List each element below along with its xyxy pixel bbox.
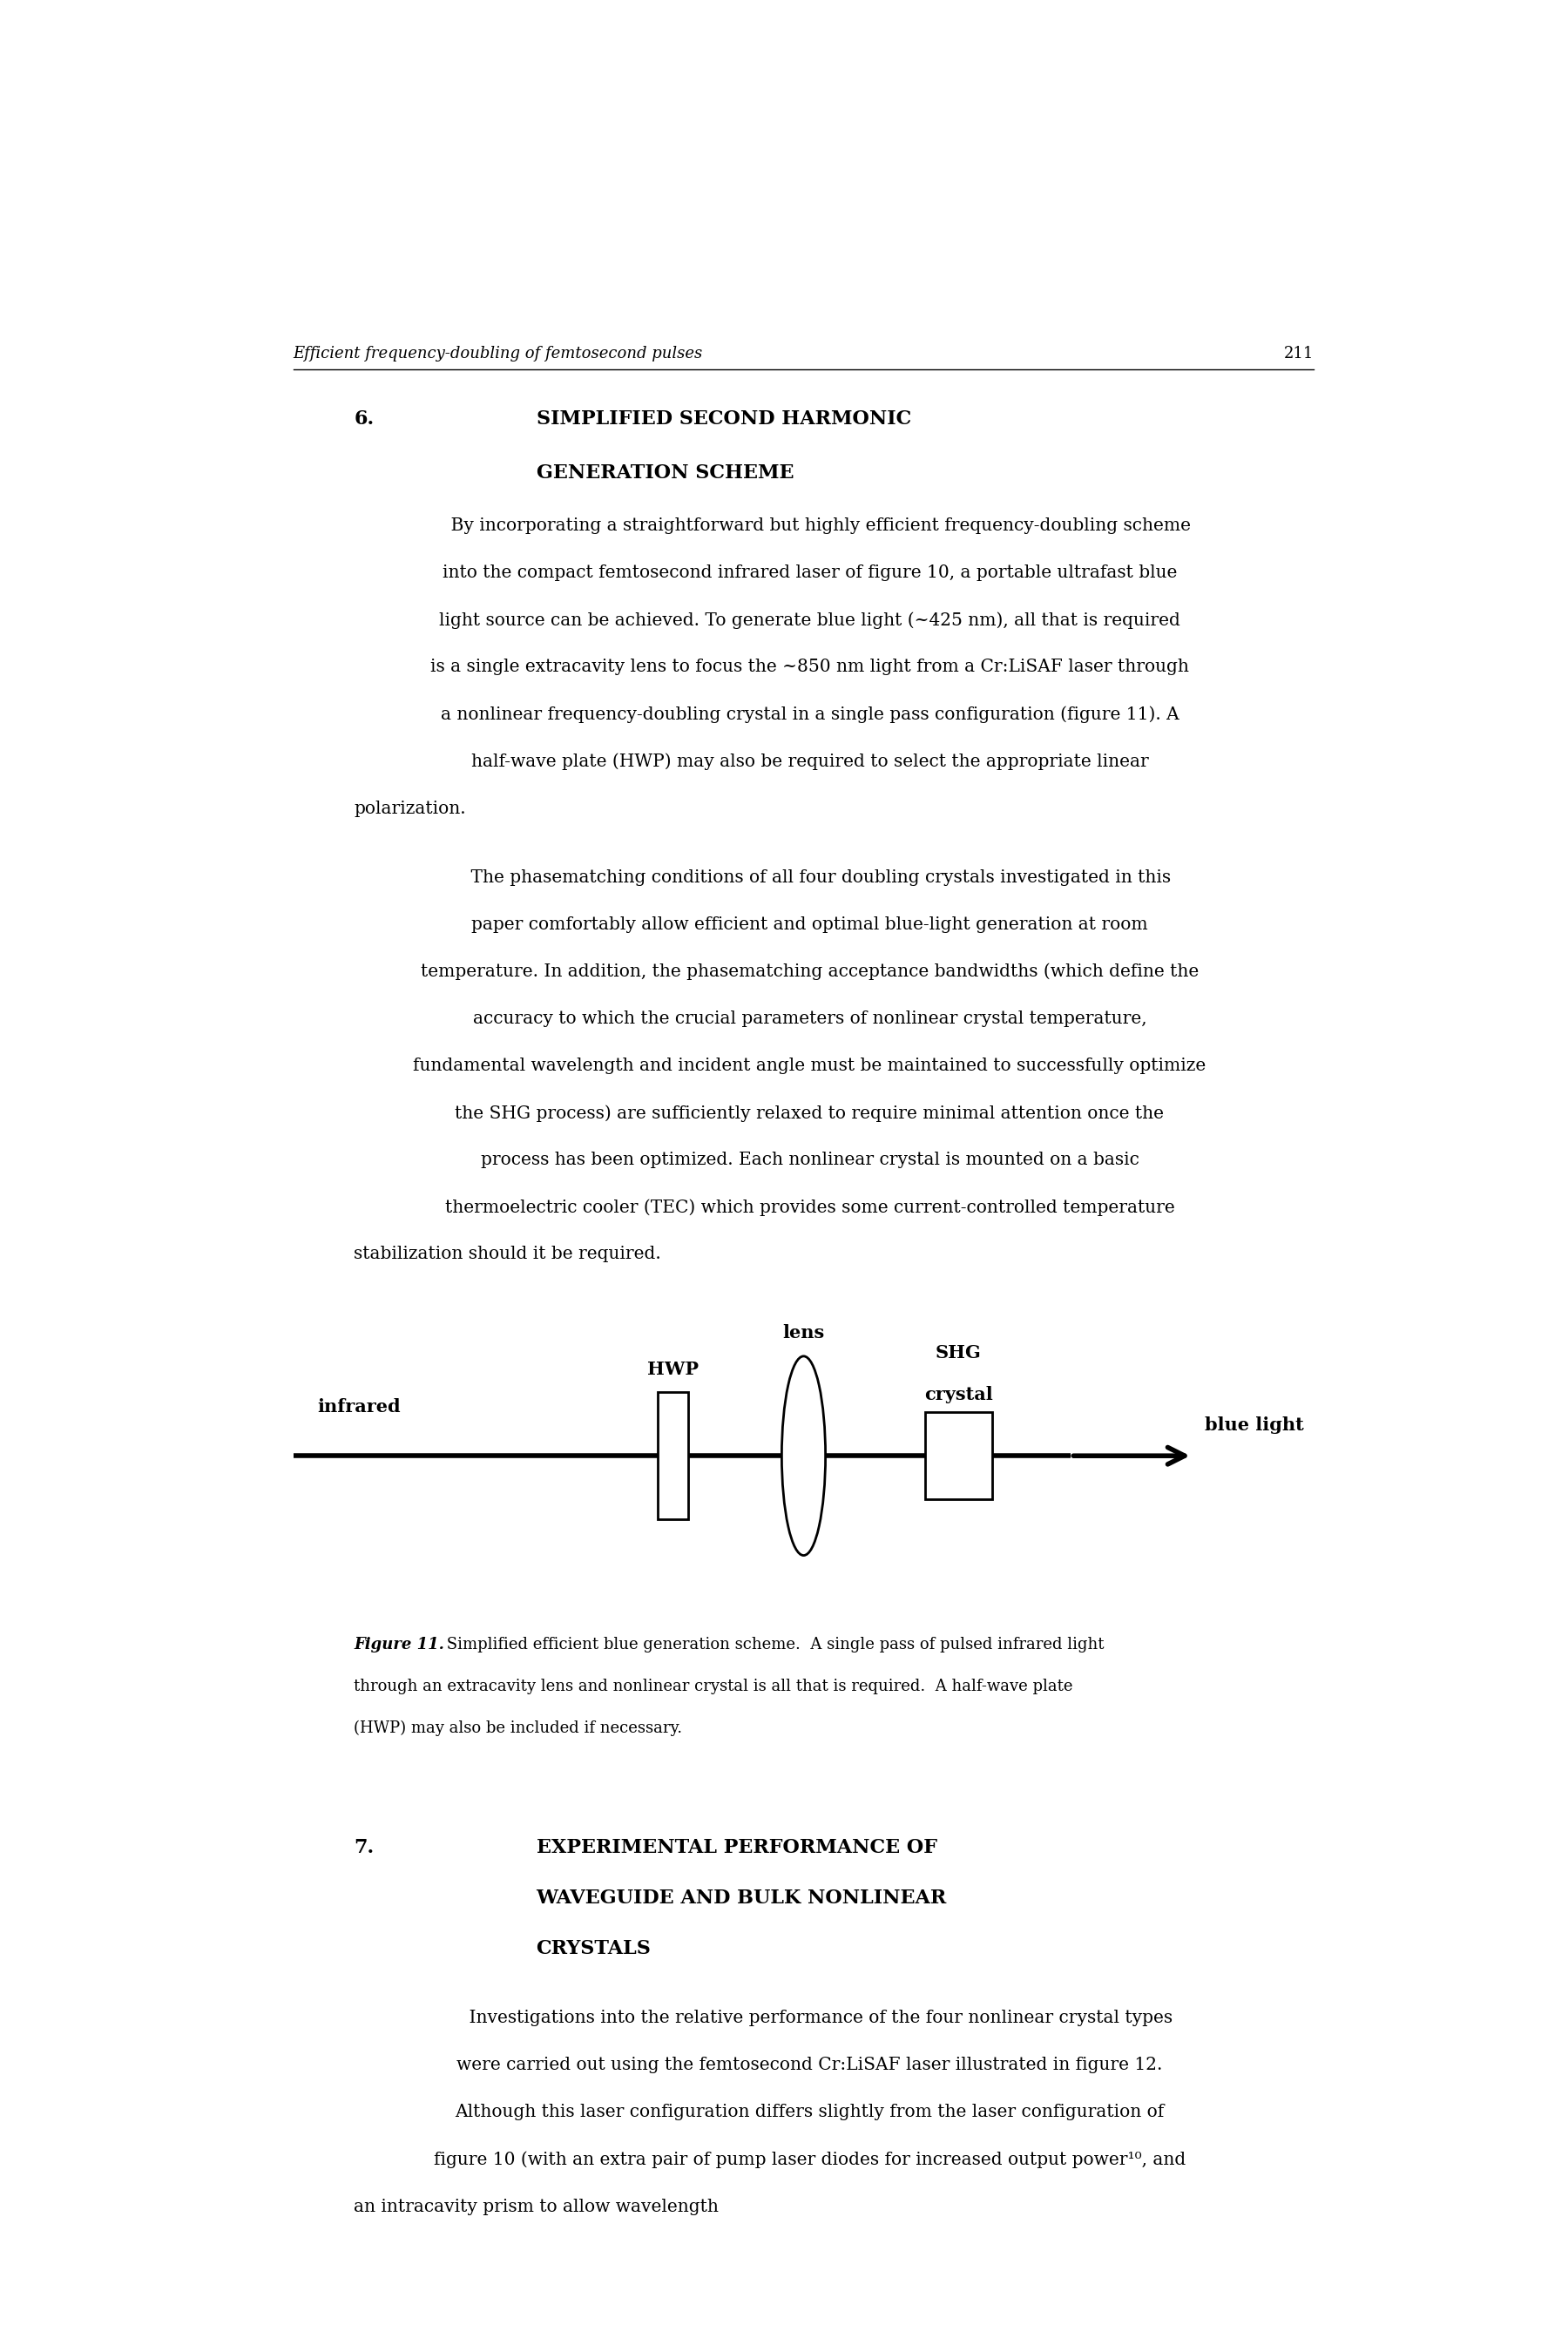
Text: EXPERIMENTAL PERFORMANCE OF: EXPERIMENTAL PERFORMANCE OF [536, 1837, 938, 1858]
Text: SIMPLIFIED SECOND HARMONIC: SIMPLIFIED SECOND HARMONIC [536, 409, 911, 428]
Text: CRYSTALS: CRYSTALS [536, 1940, 651, 1959]
Text: thermoelectric cooler (TEC) which provides some current-controlled temperature: thermoelectric cooler (TEC) which provid… [445, 1200, 1174, 1216]
Text: 7.: 7. [354, 1837, 375, 1858]
Text: 6.: 6. [354, 409, 375, 428]
Text: lens: lens [782, 1324, 825, 1341]
Text: were carried out using the femtosecond Cr:LiSAF laser illustrated in figure 12.: were carried out using the femtosecond C… [456, 2058, 1162, 2074]
Text: an intracavity prism to allow wavelength: an intracavity prism to allow wavelength [354, 2199, 718, 2216]
Text: 211: 211 [1284, 346, 1314, 362]
Text: Figure 11.: Figure 11. [354, 1637, 444, 1653]
Text: Investigations into the relative performance of the four nonlinear crystal types: Investigations into the relative perform… [447, 2011, 1173, 2027]
Text: WAVEGUIDE AND BULK NONLINEAR: WAVEGUIDE AND BULK NONLINEAR [536, 1889, 947, 1907]
Text: SHG: SHG [936, 1345, 982, 1362]
Text: (HWP) may also be included if necessary.: (HWP) may also be included if necessary. [354, 1719, 682, 1736]
Text: process has been optimized. Each nonlinear crystal is mounted on a basic: process has been optimized. Each nonline… [480, 1152, 1138, 1169]
Text: is a single extracavity lens to focus the ~850 nm light from a Cr:LiSAF laser th: is a single extracavity lens to focus th… [430, 659, 1189, 675]
Text: GENERATION SCHEME: GENERATION SCHEME [536, 463, 793, 482]
Text: into the compact femtosecond infrared laser of figure 10, a portable ultrafast b: into the compact femtosecond infrared la… [442, 564, 1178, 581]
Bar [659, 1392, 688, 1519]
Text: Efficient frequency-doubling of femtosecond pulses: Efficient frequency-doubling of femtosec… [293, 346, 702, 362]
Text: paper comfortably allow efficient and optimal blue-light generation at room: paper comfortably allow efficient and op… [472, 917, 1148, 934]
Text: polarization.: polarization. [354, 800, 466, 816]
Text: HWP: HWP [648, 1359, 699, 1378]
Bar [925, 1411, 993, 1498]
Text: blue light: blue light [1204, 1416, 1303, 1435]
Text: By incorporating a straightforward but highly efficient frequency-doubling schem: By incorporating a straightforward but h… [428, 517, 1190, 534]
Text: crystal: crystal [924, 1385, 993, 1404]
Ellipse shape [782, 1357, 825, 1555]
Text: the SHG process) are sufficiently relaxed to require minimal attention once the: the SHG process) are sufficiently relaxe… [455, 1105, 1163, 1122]
Text: stabilization should it be required.: stabilization should it be required. [354, 1247, 662, 1263]
Text: light source can be achieved. To generate blue light (~425 nm), all that is requ: light source can be achieved. To generat… [439, 612, 1181, 628]
Text: Simplified efficient blue generation scheme.  A single pass of pulsed infrared l: Simplified efficient blue generation sch… [442, 1637, 1104, 1653]
Text: figure 10 (with an extra pair of pump laser diodes for increased output power¹⁰,: figure 10 (with an extra pair of pump la… [434, 2152, 1185, 2169]
Text: temperature. In addition, the phasematching acceptance bandwidths (which define : temperature. In addition, the phasematch… [420, 964, 1198, 981]
Text: Although this laser configuration differs slightly from the laser configuration : Although this laser configuration differ… [455, 2105, 1165, 2122]
Text: fundamental wavelength and incident angle must be maintained to successfully opt: fundamental wavelength and incident angl… [414, 1058, 1206, 1075]
Text: The phasematching conditions of all four doubling crystals investigated in this: The phasematching conditions of all four… [448, 868, 1171, 887]
Text: half-wave plate (HWP) may also be required to select the appropriate linear: half-wave plate (HWP) may also be requir… [470, 753, 1148, 769]
Text: infrared: infrared [317, 1399, 401, 1416]
Text: through an extracavity lens and nonlinear crystal is all that is required.  A ha: through an extracavity lens and nonlinea… [354, 1679, 1073, 1693]
Text: accuracy to which the crucial parameters of nonlinear crystal temperature,: accuracy to which the crucial parameters… [472, 1011, 1146, 1028]
Text: a nonlinear frequency-doubling crystal in a single pass configuration (figure 11: a nonlinear frequency-doubling crystal i… [441, 706, 1179, 722]
